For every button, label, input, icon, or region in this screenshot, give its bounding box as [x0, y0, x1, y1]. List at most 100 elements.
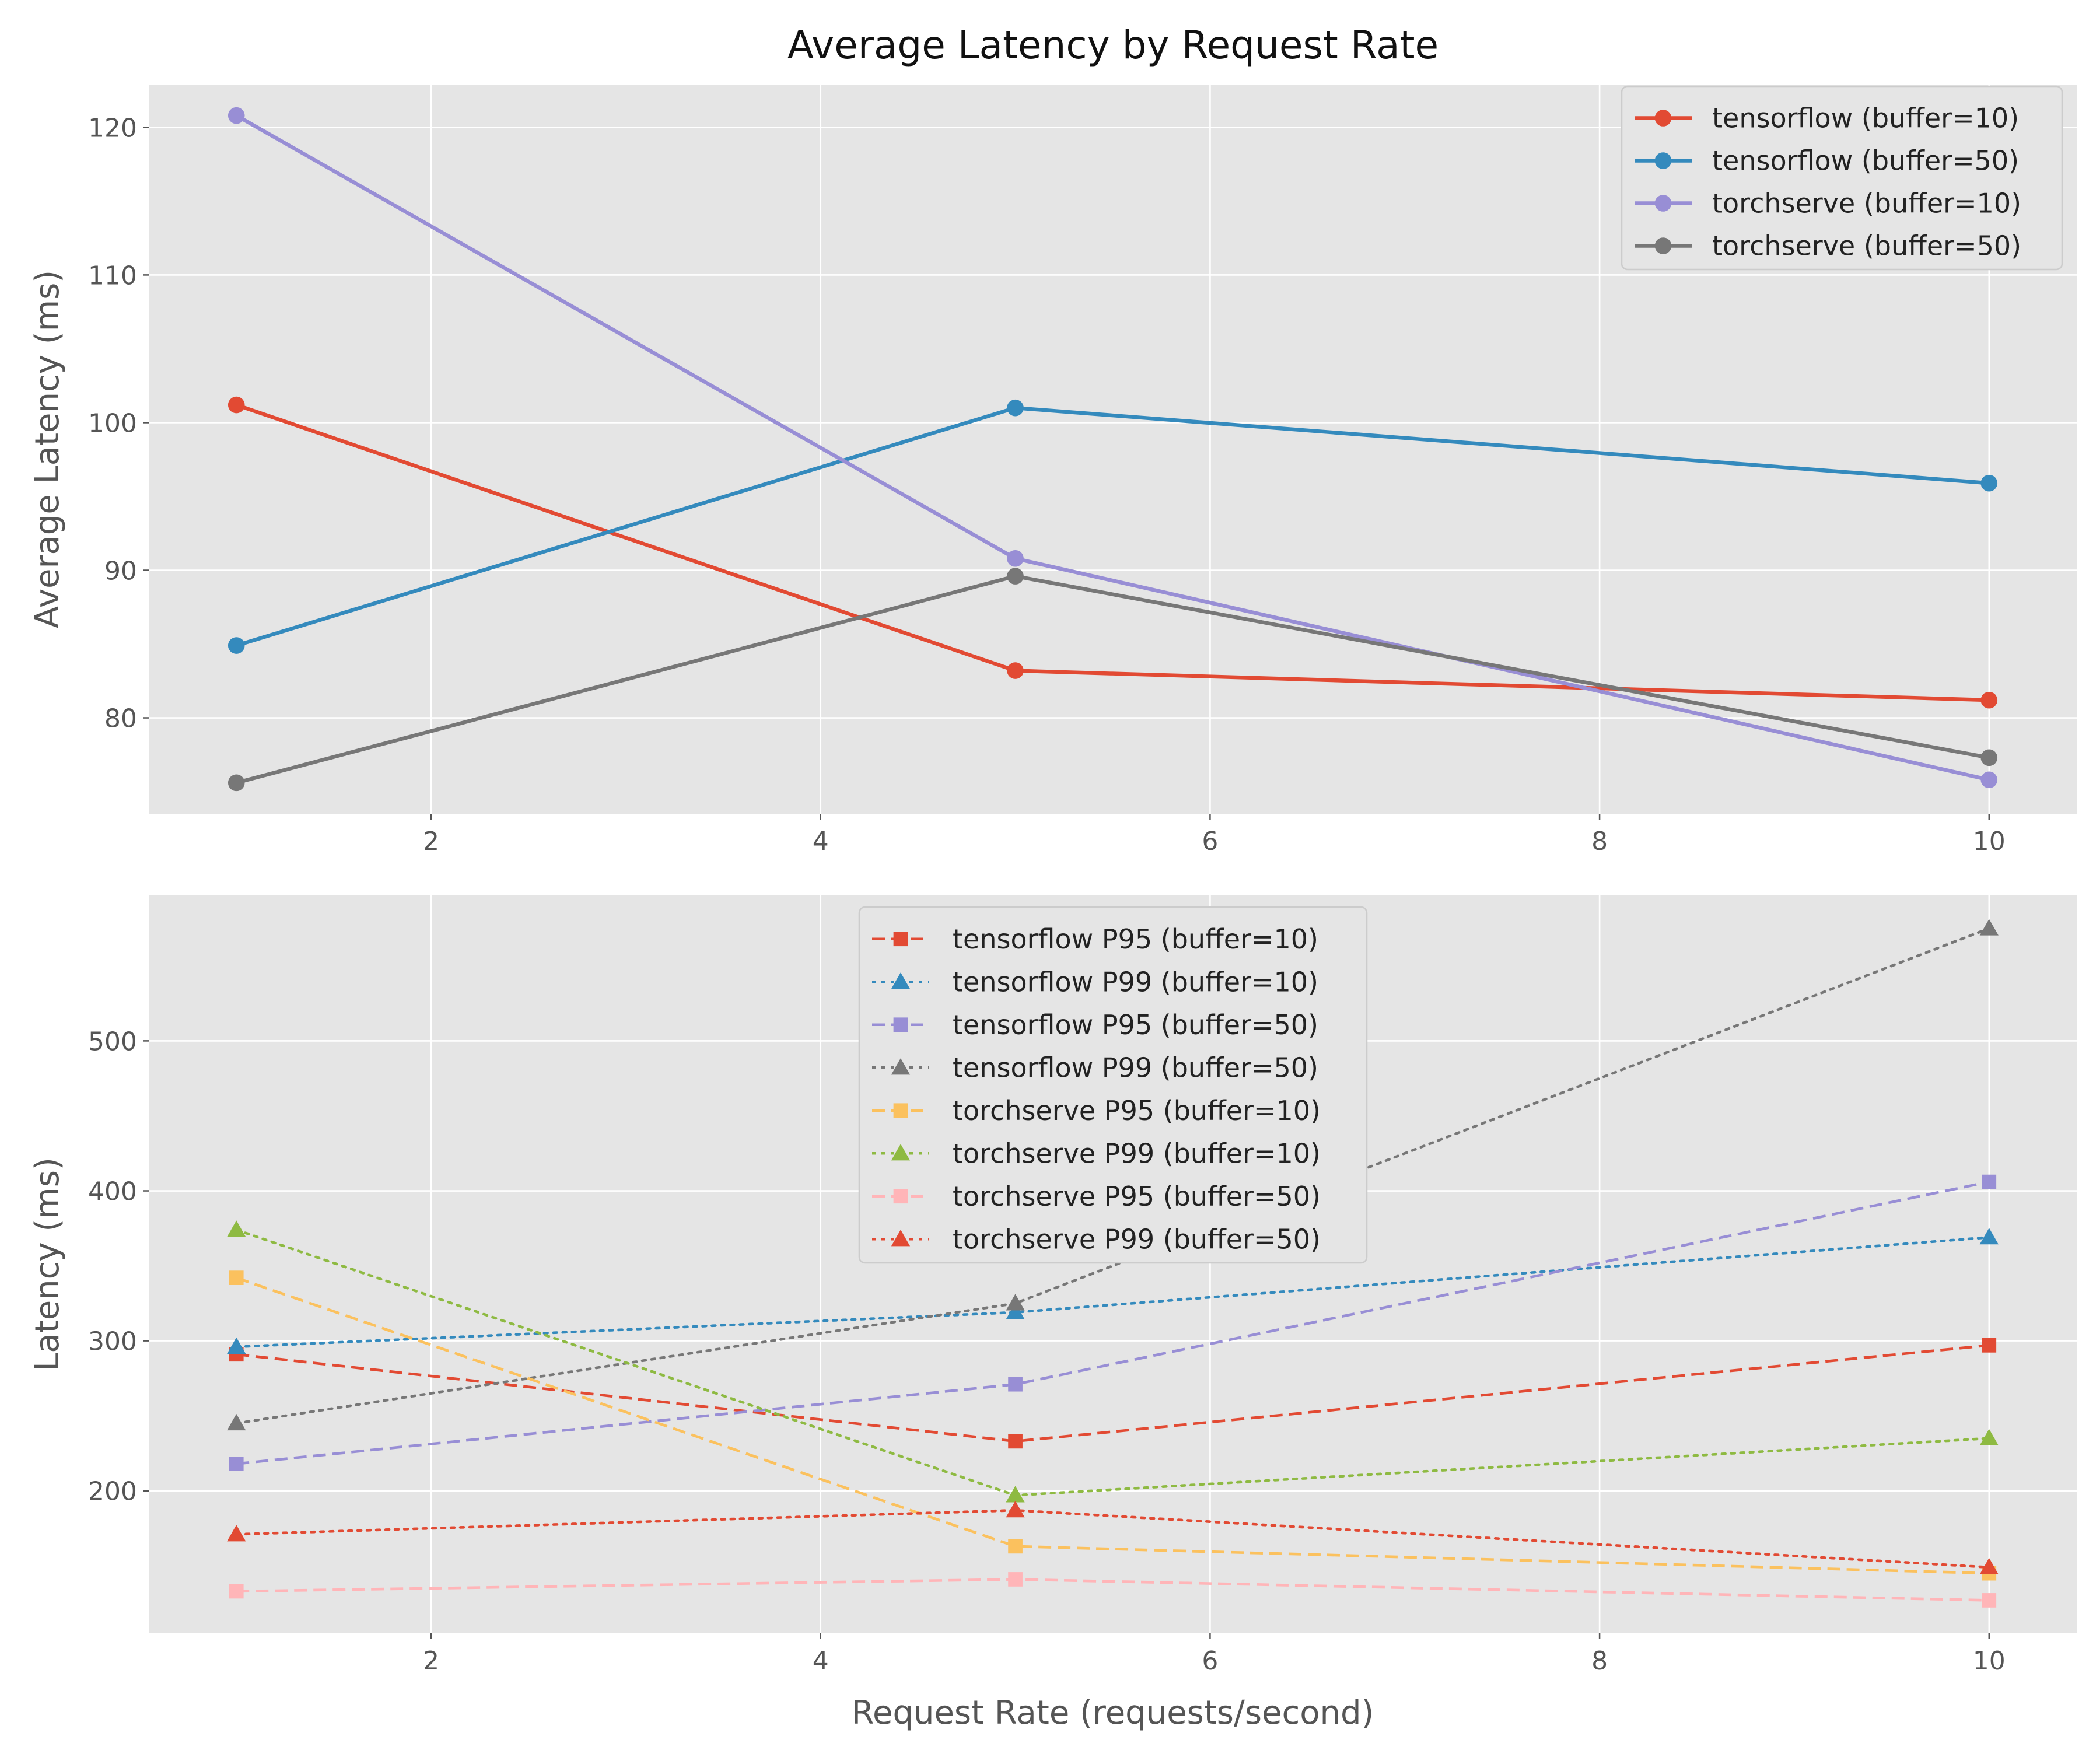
- legend-swatch-marker: [893, 1189, 908, 1204]
- data-point: [229, 1270, 244, 1285]
- data-point: [1982, 1338, 1997, 1353]
- legend-label: tensorflow P95 (buffer=10): [953, 923, 1318, 955]
- data-point: [1980, 691, 1998, 709]
- legend-label: torchserve P95 (buffer=50): [953, 1181, 1321, 1212]
- data-point: [1008, 1434, 1023, 1449]
- data-point: [229, 1457, 244, 1471]
- legend-swatch-marker: [893, 932, 908, 947]
- legend-swatch-marker: [891, 972, 911, 989]
- series-1: [228, 399, 1998, 654]
- legend-label: tensorflow P95 (buffer=50): [953, 1009, 1318, 1041]
- series-1: [227, 1228, 1999, 1354]
- data-point: [228, 637, 245, 654]
- data-point: [1980, 771, 1998, 789]
- top-y-axis-label: Average Latency (ms): [29, 270, 66, 628]
- data-point: [1979, 1228, 1999, 1245]
- legend-swatch-marker: [1654, 152, 1672, 169]
- series-3: [227, 919, 1999, 1431]
- data-point: [1006, 1303, 1025, 1320]
- legend: tensorflow (buffer=10) tensorflow (buffer…: [1620, 85, 2063, 271]
- top-chart-panel: 2 4 6 8 10 80 90 100 110 120 tensorflow (buffer=10…: [88, 85, 2077, 856]
- series-line: [235, 1236, 1991, 1349]
- series-line: [236, 1276, 1989, 1575]
- x-tick-label: 2: [423, 1646, 439, 1676]
- series-5: [227, 1220, 1999, 1503]
- legend-swatch-marker: [1654, 237, 1672, 254]
- data-point: [1008, 1572, 1023, 1587]
- legend-swatch-marker: [891, 1058, 911, 1075]
- legend-label: torchserve (buffer=10): [1712, 188, 2021, 219]
- legend-swatch-marker: [891, 1144, 911, 1161]
- x-tick-label: 6: [1202, 1646, 1218, 1676]
- y-tick-label: 80: [104, 704, 137, 734]
- x-tick-label: 10: [1973, 1646, 2006, 1676]
- series-6: [229, 1572, 1997, 1608]
- data-point: [1006, 1294, 1025, 1311]
- series-0: [228, 396, 1998, 709]
- x-tick-label: 4: [813, 827, 829, 856]
- data-point: [1008, 1377, 1023, 1392]
- data-point: [229, 1584, 244, 1599]
- y-tick-label: 120: [88, 113, 137, 143]
- x-axis-label: Request Rate (requests/second): [852, 1694, 1374, 1732]
- legend-label: tensorflow (buffer=10): [1712, 103, 2019, 134]
- data-point: [227, 1413, 246, 1431]
- y-tick-label: 110: [88, 261, 137, 290]
- data-point: [1007, 399, 1024, 416]
- data-point: [1007, 662, 1024, 679]
- y-tick-label: 90: [104, 556, 137, 586]
- y-tick-label: 300: [88, 1327, 137, 1357]
- series-2: [229, 1174, 1997, 1471]
- data-point: [1006, 1501, 1025, 1518]
- data-point: [1980, 474, 1998, 492]
- series-line: [236, 1180, 1990, 1465]
- x-tick-label: 6: [1202, 827, 1218, 856]
- data-point: [1980, 749, 1998, 766]
- data-point: [227, 1337, 246, 1354]
- legend: tensorflow P95 (buffer=10) tensorflow P99…: [858, 906, 1368, 1264]
- x-tick-label: 8: [1591, 1646, 1608, 1676]
- legend-label: torchserve P99 (buffer=10): [953, 1138, 1321, 1169]
- data-point: [227, 1525, 246, 1542]
- y-tick-label: 200: [88, 1477, 137, 1507]
- legend-swatch-marker: [891, 1230, 911, 1247]
- data-point: [1979, 1429, 1999, 1446]
- legend-box: [1620, 85, 2063, 271]
- y-tick-label: 100: [88, 408, 137, 438]
- data-point: [228, 107, 245, 124]
- series-3: [228, 568, 1998, 792]
- legend-swatch-marker: [1654, 110, 1672, 127]
- legend-box: [858, 906, 1368, 1264]
- y-tick-label: 500: [88, 1027, 137, 1056]
- data-point: [228, 396, 245, 414]
- data-point: [1007, 568, 1024, 584]
- x-tick-label: 4: [813, 1646, 829, 1676]
- legend-label: tensorflow P99 (buffer=50): [953, 1052, 1318, 1083]
- x-tick-label: 2: [423, 827, 439, 856]
- series-7: [227, 1501, 1999, 1574]
- legend-swatch-marker: [893, 1017, 908, 1032]
- data-point: [1006, 1486, 1025, 1503]
- data-point: [1979, 919, 1999, 936]
- data-point: [227, 1220, 246, 1237]
- legend-swatch-marker: [1654, 195, 1672, 212]
- x-tick-label: 8: [1591, 827, 1608, 856]
- y-tick-label: 400: [88, 1177, 137, 1207]
- data-point: [1979, 1558, 1999, 1574]
- bottom-chart-panel: 2 4 6 8 10 200 300 400 500 tensorflow P95 (buffer…: [88, 895, 2077, 1676]
- legend-label: torchserve P95 (buffer=10): [953, 1095, 1321, 1126]
- data-point: [1982, 1174, 1997, 1189]
- legend-label: tensorflow (buffer=50): [1712, 145, 2019, 177]
- data-point: [1007, 550, 1024, 567]
- x-tick-label: 10: [1973, 827, 2006, 856]
- legend-label: tensorflow P99 (buffer=10): [953, 966, 1318, 998]
- series-2: [228, 107, 1998, 789]
- chart-title: Average Latency by Request Rate: [788, 23, 1438, 68]
- legend-label: torchserve (buffer=50): [1712, 230, 2021, 262]
- data-point: [1008, 1539, 1023, 1554]
- bottom-y-axis-label: Latency (ms): [29, 1157, 66, 1371]
- data-point: [1982, 1593, 1997, 1608]
- legend-swatch-marker: [893, 1103, 908, 1118]
- legend-label: torchserve P99 (buffer=50): [953, 1223, 1321, 1255]
